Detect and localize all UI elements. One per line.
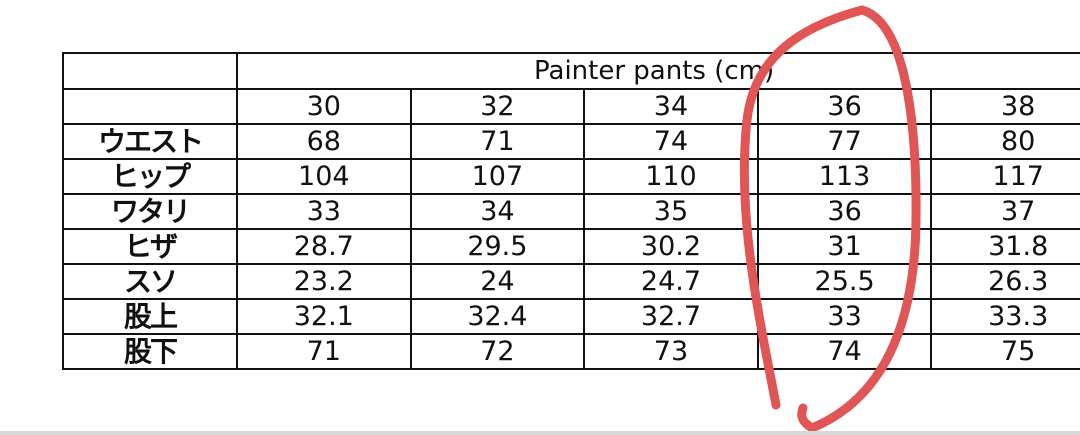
table-cell: 29.5 [409, 228, 586, 265]
table-cell: 80 [930, 123, 1080, 160]
table-cell: 110 [583, 158, 759, 195]
size-header-row: 30 32 34 36 38 [62, 88, 1080, 125]
table-cell: 73 [583, 333, 759, 370]
table-cell: 26.3 [930, 263, 1080, 300]
table-cell: 34 [409, 193, 586, 230]
size-chart-table: Painter pants (cm) 30 32 34 36 38 ウエスト 68… [62, 52, 1080, 370]
table-cell: 28.7 [236, 228, 412, 265]
empty-corner-cell [62, 52, 238, 90]
row-label: ウエスト [62, 123, 238, 160]
row-label: スソ [62, 263, 238, 300]
table-cell: 104 [236, 158, 412, 195]
table-cell: 77 [756, 123, 933, 160]
table-cell: 24.7 [583, 263, 759, 300]
table-cell: 32.1 [236, 298, 412, 335]
table-cell: 23.2 [236, 263, 412, 300]
table-cell: 33.3 [930, 298, 1080, 335]
table-cell: 31.8 [930, 228, 1080, 265]
table-cell: 25.5 [756, 263, 933, 300]
table-row: ヒップ 104 107 110 113 117 [62, 158, 1080, 195]
empty-corner-cell [62, 88, 238, 125]
table-row: 股上 32.1 32.4 32.7 33 33.3 [62, 298, 1080, 335]
table-row: 股下 71 72 73 74 75 [62, 333, 1080, 370]
table-cell: 33 [756, 298, 933, 335]
table-cell: 74 [756, 333, 933, 370]
bottom-divider [0, 431, 1080, 435]
row-label: ワタリ [62, 193, 238, 230]
size-header: 32 [409, 88, 586, 125]
table-row: スソ 23.2 24 24.7 25.5 26.3 [62, 263, 1080, 300]
table-cell: 32.4 [409, 298, 586, 335]
row-label: ヒザ [62, 228, 238, 265]
table-cell: 68 [236, 123, 412, 160]
row-label: 股上 [62, 298, 238, 335]
size-header: 36 [756, 88, 933, 125]
table-row: ワタリ 33 34 35 36 37 [62, 193, 1080, 230]
table-cell: 75 [930, 333, 1080, 370]
table-cell: 72 [409, 333, 586, 370]
title-row: Painter pants (cm) [62, 52, 1080, 90]
table-row: ウエスト 68 71 74 77 80 [62, 123, 1080, 160]
table-cell: 33 [236, 193, 412, 230]
row-label: ヒップ [62, 158, 238, 195]
table-cell: 31 [756, 228, 933, 265]
table-cell: 32.7 [583, 298, 759, 335]
table-cell: 36 [756, 193, 933, 230]
table-cell: 107 [409, 158, 586, 195]
table-cell: 71 [409, 123, 586, 160]
table-cell: 117 [930, 158, 1080, 195]
table-cell: 113 [756, 158, 933, 195]
table-row: ヒザ 28.7 29.5 30.2 31 31.8 [62, 228, 1080, 265]
row-label: 股下 [62, 333, 238, 370]
table-cell: 74 [583, 123, 759, 160]
table-cell: 35 [583, 193, 759, 230]
table-title: Painter pants (cm) [236, 52, 1080, 90]
table-cell: 71 [236, 333, 412, 370]
table-cell: 37 [930, 193, 1080, 230]
table-cell: 24 [409, 263, 586, 300]
size-header: 34 [583, 88, 759, 125]
table-cell: 30.2 [583, 228, 759, 265]
size-header: 30 [236, 88, 412, 125]
size-header: 38 [930, 88, 1080, 125]
